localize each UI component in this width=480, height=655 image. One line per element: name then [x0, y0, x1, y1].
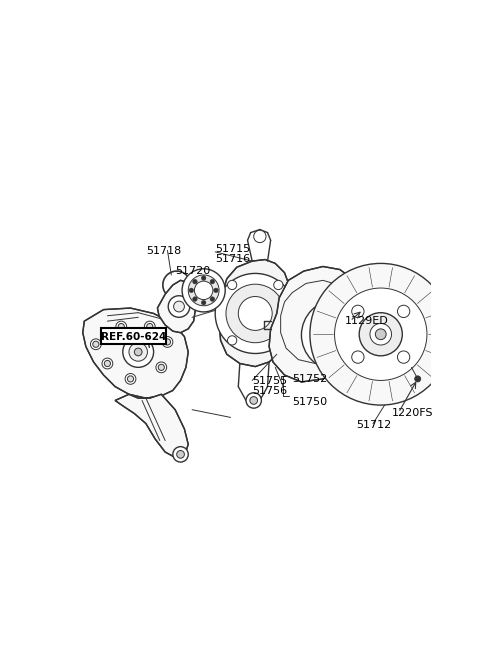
- Polygon shape: [115, 394, 188, 457]
- Circle shape: [182, 269, 225, 312]
- Circle shape: [177, 451, 184, 458]
- Circle shape: [189, 288, 193, 293]
- Circle shape: [125, 373, 136, 384]
- Circle shape: [192, 297, 197, 301]
- Polygon shape: [157, 280, 196, 333]
- Circle shape: [301, 299, 372, 371]
- Circle shape: [129, 343, 147, 361]
- Circle shape: [314, 312, 360, 358]
- Circle shape: [158, 364, 164, 371]
- Circle shape: [118, 324, 124, 329]
- Circle shape: [276, 336, 285, 345]
- Circle shape: [93, 341, 99, 347]
- Circle shape: [201, 301, 206, 305]
- Circle shape: [168, 296, 190, 317]
- Circle shape: [156, 362, 167, 373]
- Circle shape: [210, 297, 215, 301]
- Circle shape: [397, 305, 410, 318]
- Circle shape: [352, 305, 364, 318]
- Text: 51756: 51756: [252, 386, 288, 396]
- Circle shape: [397, 351, 410, 364]
- Circle shape: [188, 275, 219, 306]
- Text: 51750: 51750: [292, 397, 327, 407]
- Text: 51720: 51720: [175, 266, 210, 276]
- Polygon shape: [219, 259, 291, 367]
- Text: 51716: 51716: [215, 254, 251, 264]
- Text: 1129ED: 1129ED: [345, 316, 388, 326]
- Circle shape: [375, 329, 386, 340]
- Circle shape: [349, 348, 359, 357]
- Circle shape: [310, 263, 452, 405]
- Circle shape: [315, 313, 324, 322]
- Circle shape: [324, 323, 349, 347]
- Circle shape: [315, 348, 324, 357]
- Text: 51752: 51752: [292, 374, 327, 384]
- Circle shape: [246, 393, 262, 408]
- Circle shape: [174, 301, 184, 312]
- Circle shape: [116, 321, 127, 332]
- Polygon shape: [83, 308, 188, 398]
- Circle shape: [210, 279, 215, 284]
- Circle shape: [254, 231, 266, 242]
- Circle shape: [104, 360, 110, 367]
- Circle shape: [352, 351, 364, 364]
- Circle shape: [415, 376, 421, 382]
- Circle shape: [144, 321, 155, 332]
- Circle shape: [250, 397, 258, 404]
- Text: 51715: 51715: [215, 244, 251, 254]
- Circle shape: [162, 337, 173, 347]
- Circle shape: [214, 288, 218, 293]
- Circle shape: [349, 313, 359, 322]
- Circle shape: [194, 281, 213, 299]
- Circle shape: [90, 339, 101, 350]
- Circle shape: [359, 312, 402, 356]
- Circle shape: [127, 376, 133, 382]
- Circle shape: [226, 284, 285, 343]
- Circle shape: [331, 329, 343, 341]
- Circle shape: [102, 358, 113, 369]
- Circle shape: [164, 339, 170, 345]
- Circle shape: [215, 273, 295, 354]
- Circle shape: [228, 336, 237, 345]
- Circle shape: [201, 276, 206, 280]
- Circle shape: [370, 324, 392, 345]
- Circle shape: [360, 307, 366, 312]
- Circle shape: [238, 297, 272, 330]
- Polygon shape: [269, 267, 366, 382]
- Text: 51712: 51712: [356, 420, 391, 430]
- Text: 51718: 51718: [146, 246, 181, 255]
- Text: REF.60-624: REF.60-624: [101, 332, 166, 343]
- Circle shape: [123, 337, 154, 367]
- Circle shape: [335, 288, 427, 381]
- Circle shape: [134, 348, 142, 356]
- Circle shape: [192, 279, 197, 284]
- Circle shape: [228, 280, 237, 290]
- Circle shape: [173, 447, 188, 462]
- Circle shape: [274, 280, 283, 290]
- Text: 51755: 51755: [252, 376, 288, 386]
- FancyBboxPatch shape: [101, 328, 166, 345]
- Circle shape: [147, 324, 153, 329]
- Text: 1220FS: 1220FS: [392, 408, 434, 418]
